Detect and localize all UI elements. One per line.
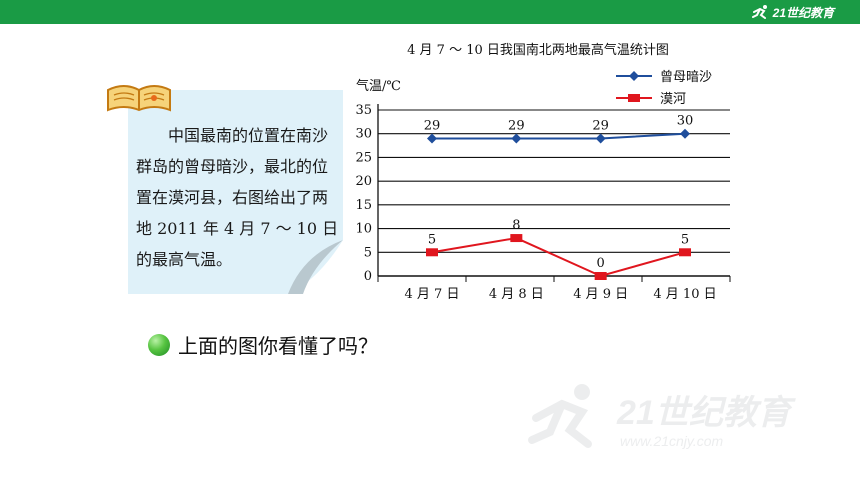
x-tick-label: 4 月 7 日 bbox=[405, 287, 460, 302]
logo-text: 21世纪教育 bbox=[772, 5, 834, 20]
y-tick-label: 5 bbox=[364, 245, 372, 260]
data-point bbox=[427, 133, 437, 144]
chart-series: 29 29 29 30 5 8 0 5 bbox=[424, 114, 694, 280]
y-tick-label: 15 bbox=[355, 198, 372, 213]
y-tick-label: 20 bbox=[355, 174, 372, 189]
x-tick-label: 4 月 10 日 bbox=[653, 287, 716, 302]
data-label: 5 bbox=[681, 232, 689, 247]
legend-marker bbox=[628, 94, 640, 102]
note-text: 中国最南的位置在南沙群岛的曾母暗沙，最北的位置在漠河县，右图给出了两地 2011… bbox=[136, 126, 339, 269]
data-point bbox=[679, 248, 691, 257]
series-line bbox=[431, 237, 686, 278]
data-point bbox=[680, 128, 690, 139]
top-banner: 21世纪教育 bbox=[0, 0, 860, 24]
watermark-text: 21世纪教育 bbox=[616, 394, 796, 432]
y-tick-label: 30 bbox=[355, 127, 372, 142]
data-label: 8 bbox=[512, 218, 520, 233]
y-tick-label: 25 bbox=[355, 150, 372, 165]
site-logo: 21世纪教育 bbox=[751, 3, 834, 21]
legend-label: 漠河 bbox=[660, 92, 686, 107]
data-label: 29 bbox=[592, 118, 609, 133]
green-bullet-icon bbox=[148, 333, 170, 356]
data-point bbox=[595, 133, 606, 144]
question-row: 上面的图你看懂了吗？ bbox=[148, 330, 378, 359]
series-line bbox=[432, 132, 686, 140]
legend-marker bbox=[629, 71, 639, 81]
data-point bbox=[510, 234, 523, 243]
note-card bbox=[128, 90, 343, 294]
page-curl bbox=[288, 240, 343, 294]
x-tick-label: 4 月 8 日 bbox=[489, 287, 544, 302]
y-tick-labels: 0 5 10 15 20 25 30 35 bbox=[355, 103, 372, 284]
data-point bbox=[426, 248, 438, 257]
data-label: 0 bbox=[597, 256, 605, 271]
y-axis-label: 气温/℃ bbox=[356, 78, 401, 94]
watermark-runner-icon bbox=[528, 384, 592, 448]
x-axis: 4 月 7 日 4 月 8 日 4 月 9 日 4 月 10 日 bbox=[377, 276, 731, 302]
data-label: 5 bbox=[428, 232, 436, 247]
watermark-subtext: www.21cnjy.com bbox=[620, 433, 724, 449]
data-label: 29 bbox=[424, 118, 441, 133]
legend-label: 曾母暗沙 bbox=[660, 70, 712, 85]
data-point bbox=[594, 272, 607, 280]
y-tick-label: 35 bbox=[355, 103, 372, 118]
watermark: 21世纪教育 www.21cnjy.com bbox=[528, 384, 796, 449]
x-tick-label: 4 月 9 日 bbox=[573, 287, 628, 302]
y-tick-label: 0 bbox=[364, 269, 372, 284]
runner-icon bbox=[751, 5, 767, 19]
data-label: 30 bbox=[677, 114, 694, 129]
y-tick-label: 10 bbox=[355, 222, 372, 237]
data-label: 29 bbox=[508, 118, 525, 133]
question-text: 上面的图你看懂了吗？ bbox=[178, 334, 378, 358]
chart-title: 4 月 7 ～ 10 日我国南北两地最高气温统计图 bbox=[407, 42, 669, 58]
open-book-icon bbox=[107, 85, 171, 112]
data-point bbox=[511, 133, 522, 144]
